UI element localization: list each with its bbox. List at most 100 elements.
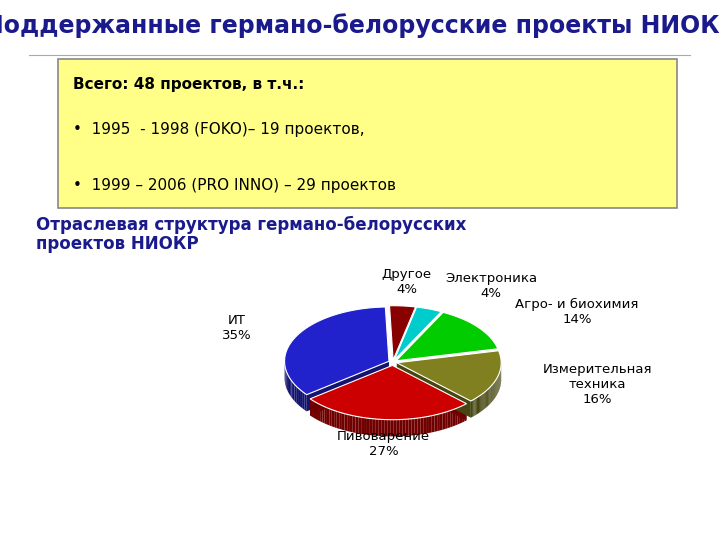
Polygon shape [293, 382, 294, 401]
Polygon shape [302, 392, 305, 410]
Text: Отраслевая структура германо-белорусских: Отраслевая структура германо-белорусских [36, 216, 467, 234]
Polygon shape [287, 373, 288, 392]
Polygon shape [339, 412, 342, 430]
Polygon shape [480, 395, 481, 412]
Text: Пивоварение
27%: Пивоварение 27% [337, 430, 430, 458]
Polygon shape [392, 366, 467, 420]
FancyBboxPatch shape [58, 59, 677, 208]
Polygon shape [483, 393, 485, 410]
Polygon shape [460, 406, 462, 423]
Polygon shape [316, 402, 318, 420]
Polygon shape [387, 420, 391, 436]
Polygon shape [345, 414, 347, 431]
Polygon shape [394, 420, 397, 436]
Polygon shape [312, 400, 314, 418]
Polygon shape [288, 375, 289, 394]
Text: Поддержанные германо-белорусские проекты НИОКР: Поддержанные германо-белорусские проекты… [0, 14, 720, 38]
Polygon shape [391, 420, 394, 436]
Polygon shape [489, 388, 490, 405]
Polygon shape [453, 409, 455, 427]
Polygon shape [320, 404, 323, 422]
Polygon shape [325, 407, 327, 424]
Polygon shape [394, 307, 441, 360]
Polygon shape [474, 399, 476, 416]
Polygon shape [397, 351, 501, 401]
Polygon shape [402, 419, 405, 436]
Polygon shape [405, 419, 409, 436]
Polygon shape [432, 415, 434, 433]
Polygon shape [310, 399, 312, 417]
Polygon shape [471, 400, 472, 418]
Polygon shape [412, 418, 415, 435]
Polygon shape [434, 414, 437, 432]
Polygon shape [290, 379, 292, 397]
Polygon shape [376, 419, 379, 436]
Polygon shape [337, 411, 339, 429]
Polygon shape [448, 410, 450, 428]
Polygon shape [292, 381, 293, 399]
Polygon shape [296, 386, 298, 404]
Polygon shape [294, 384, 296, 403]
Text: Всего: 48 проектов, в т.ч.:: Всего: 48 проектов, в т.ч.: [73, 77, 305, 92]
Polygon shape [423, 417, 426, 434]
Polygon shape [327, 408, 329, 426]
Polygon shape [437, 414, 440, 431]
Polygon shape [305, 393, 307, 411]
Polygon shape [450, 410, 453, 427]
Text: ИТ
35%: ИТ 35% [222, 314, 252, 342]
Polygon shape [384, 420, 387, 436]
Polygon shape [445, 411, 448, 429]
Polygon shape [347, 414, 350, 431]
Polygon shape [310, 366, 467, 420]
Text: Измерительная
техника
16%: Измерительная техника 16% [542, 363, 652, 406]
Text: Электроника
4%: Электроника 4% [445, 272, 537, 300]
Polygon shape [409, 419, 412, 436]
Polygon shape [472, 400, 473, 417]
Polygon shape [485, 391, 486, 408]
Polygon shape [491, 385, 492, 403]
Polygon shape [329, 409, 332, 426]
Polygon shape [318, 403, 320, 421]
Polygon shape [370, 418, 373, 435]
Polygon shape [487, 389, 488, 407]
Polygon shape [429, 416, 432, 433]
Polygon shape [426, 416, 429, 434]
Text: Агро- и биохимия
14%: Агро- и биохимия 14% [516, 298, 639, 326]
Polygon shape [382, 420, 384, 436]
Polygon shape [462, 405, 464, 422]
Polygon shape [440, 413, 443, 430]
Polygon shape [364, 417, 367, 435]
Polygon shape [486, 390, 487, 408]
Polygon shape [361, 417, 364, 434]
Polygon shape [457, 407, 460, 424]
Polygon shape [284, 307, 389, 395]
Polygon shape [420, 417, 423, 434]
Polygon shape [314, 401, 316, 419]
Polygon shape [418, 418, 420, 435]
Polygon shape [356, 416, 359, 434]
Polygon shape [482, 393, 483, 410]
Polygon shape [490, 386, 491, 403]
Polygon shape [455, 408, 457, 426]
Text: •  1995  - 1998 (FOKO)– 19 проектов,: • 1995 - 1998 (FOKO)– 19 проектов, [73, 122, 365, 137]
Polygon shape [307, 361, 389, 411]
Polygon shape [477, 397, 478, 414]
Polygon shape [473, 399, 474, 416]
Polygon shape [334, 410, 337, 428]
Polygon shape [373, 418, 376, 436]
Polygon shape [396, 312, 498, 361]
Polygon shape [300, 390, 302, 408]
Polygon shape [397, 363, 471, 418]
Polygon shape [350, 415, 353, 433]
Polygon shape [443, 412, 445, 430]
Polygon shape [379, 419, 382, 436]
Text: Другое
4%: Другое 4% [382, 268, 432, 295]
Polygon shape [323, 406, 325, 423]
Polygon shape [298, 388, 300, 407]
Polygon shape [481, 394, 482, 411]
Polygon shape [359, 417, 361, 434]
Polygon shape [353, 416, 356, 433]
Polygon shape [310, 366, 392, 416]
Polygon shape [415, 418, 418, 435]
Polygon shape [400, 420, 402, 436]
